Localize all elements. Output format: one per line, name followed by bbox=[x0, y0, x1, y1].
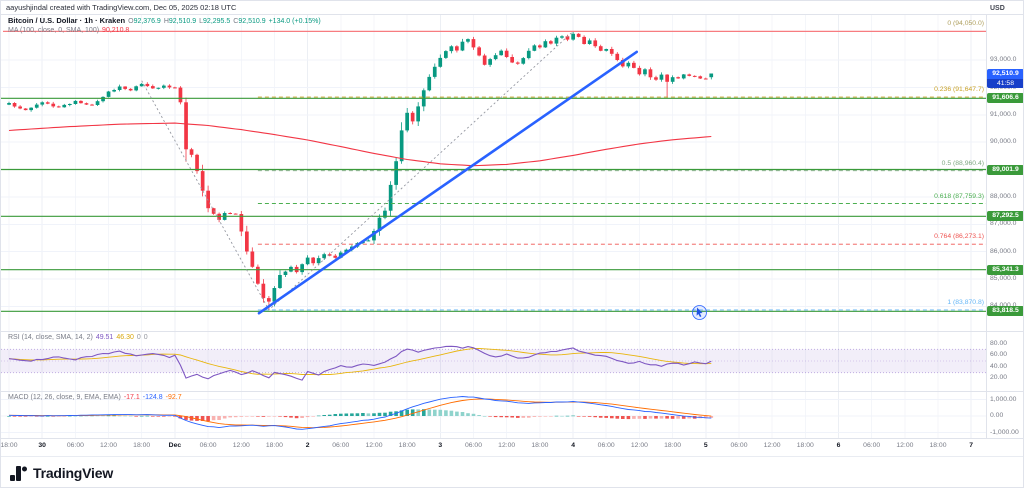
price-tick: 90,000.0 bbox=[990, 138, 1017, 146]
ma-label: MA (100, close, 0, SMA, 100) bbox=[8, 27, 100, 34]
macd-tick: 0.00 bbox=[990, 412, 1004, 419]
ohlc-pair: O92,376.9 bbox=[128, 18, 161, 25]
time-label: Dec bbox=[168, 442, 182, 449]
macd-value: -124.8 bbox=[142, 394, 163, 401]
time-label: 3 bbox=[438, 442, 443, 449]
time-label: 12:00 bbox=[498, 442, 516, 449]
price-tick: 84,000.0 bbox=[990, 302, 1016, 309]
time-label: 18:00 bbox=[796, 442, 814, 449]
macd-value: -92.7 bbox=[165, 394, 182, 401]
price-line-badge: 85,341.3 bbox=[987, 264, 1023, 275]
time-label: 12:00 bbox=[896, 442, 914, 449]
price-tick: 88,000.0 bbox=[990, 192, 1017, 200]
time-label: 18:00 bbox=[929, 442, 947, 449]
time-label: 06:00 bbox=[66, 442, 84, 449]
time-label: 6 bbox=[836, 442, 841, 449]
drawing-cursor-icon bbox=[691, 304, 708, 321]
time-label: 06:00 bbox=[863, 442, 881, 449]
ohlc-values: O92,376.9 H92,510.9 L92,295.5 C92,510.9 bbox=[125, 16, 265, 25]
time-label: 18:00 bbox=[265, 442, 283, 449]
rsi-tick: 80.00 bbox=[990, 339, 1008, 347]
time-label: 2 bbox=[305, 442, 310, 449]
rsi-legend[interactable]: RSI (14, close, SMA, 14, 2) 49.51 46.30 0 0 bbox=[8, 334, 148, 341]
macd-value: -17.1 bbox=[123, 394, 140, 401]
rsi-label: RSI (14, close, SMA, 14, 2) bbox=[8, 334, 93, 341]
chart-plot-svg[interactable] bbox=[1, 1, 1024, 443]
time-label: 7 bbox=[969, 442, 974, 449]
price-axis-currency: USD bbox=[990, 5, 1005, 12]
rsi-tick: 20.00 bbox=[990, 374, 1008, 382]
rsi-value: 46.30 bbox=[116, 334, 134, 341]
time-label: 4 bbox=[571, 442, 575, 449]
price-line-badge: 89,001.9 bbox=[987, 164, 1023, 175]
ma-value: 90,210.8 bbox=[102, 27, 130, 34]
macd-label: MACD (12, 26, close, 9, EMA, EMA) bbox=[8, 394, 121, 401]
time-label: 06:00 bbox=[332, 442, 350, 449]
time-label: 18:00 bbox=[133, 442, 151, 449]
time-label: 5 bbox=[703, 442, 708, 449]
time-label: 18:00 bbox=[0, 442, 18, 449]
ohlc-pair: C92,510.9 bbox=[233, 18, 266, 25]
current-price-badge: 92,510.9 41:58 bbox=[987, 68, 1023, 88]
price-tick: 91,000.0 bbox=[990, 110, 1017, 118]
ohlc-pair: H92,510.9 bbox=[163, 18, 197, 25]
ma-legend[interactable]: MA (100, close, 0, SMA, 100) 90,210.8 bbox=[8, 27, 129, 34]
price-axis[interactable]: USD 93,000.092,000.091,000.090,000.089,0… bbox=[987, 1, 1023, 456]
time-label: 06:00 bbox=[730, 442, 748, 449]
rsi-values: 49.51 46.30 0 0 bbox=[93, 334, 148, 341]
time-label: 06:00 bbox=[199, 442, 217, 449]
rsi-value: 49.51 bbox=[95, 334, 114, 341]
symbol-title: Bitcoin / U.S. Dollar · 1h · Kraken bbox=[8, 16, 126, 25]
time-label: 18:00 bbox=[531, 442, 549, 449]
rsi-tick: 40.00 bbox=[990, 362, 1008, 370]
price-line-badge: 87,292.5 bbox=[987, 211, 1023, 222]
rsi-value: 0 bbox=[143, 334, 148, 341]
time-label: 12:00 bbox=[232, 442, 250, 449]
time-label: 12:00 bbox=[630, 442, 648, 449]
tradingview-logo-icon[interactable] bbox=[10, 465, 27, 481]
time-label: 12:00 bbox=[99, 442, 117, 449]
price-tick: 85,000.0 bbox=[990, 275, 1017, 282]
footer: TradingView bbox=[1, 456, 1023, 487]
time-label: 12:00 bbox=[365, 442, 383, 449]
chart-canvas[interactable]: Bitcoin / U.S. Dollar · 1h · Kraken O92,3… bbox=[1, 1, 1024, 456]
time-label: 18:00 bbox=[664, 442, 682, 449]
time-label: 30 bbox=[38, 442, 46, 449]
price-line-badge: 83,818.5 bbox=[987, 306, 1023, 317]
macd-legend[interactable]: MACD (12, 26, close, 9, EMA, EMA) -17.1 -1… bbox=[8, 394, 182, 401]
price-tick: 86,000.0 bbox=[990, 247, 1017, 255]
tradingview-wordmark[interactable]: TradingView bbox=[33, 465, 114, 481]
time-axis[interactable]: 18:00 30 06:00 12:00 18:00 Dec 06:00 12:00 18:00… bbox=[1, 438, 986, 456]
ohlc-pair: L92,295.5 bbox=[199, 18, 231, 25]
price-tick: 87,000.0 bbox=[990, 220, 1017, 228]
time-label: 06:00 bbox=[464, 442, 482, 449]
price-line-badge: 91,606.6 bbox=[987, 93, 1023, 104]
attribution: aayushjindal created with TradingView.co… bbox=[6, 3, 237, 12]
price-tick: 93,000.0 bbox=[990, 56, 1017, 64]
time-label: 18:00 bbox=[398, 442, 416, 449]
time-label: 06:00 bbox=[597, 442, 615, 449]
macd-tick: 1,000.00 bbox=[990, 395, 1017, 403]
rsi-value: 0 bbox=[136, 334, 141, 341]
macd-values: -17.1 -124.8 -92.7 bbox=[121, 394, 182, 401]
change-value: +134.0 (+0.15%) bbox=[268, 18, 321, 25]
rsi-tick: 60.00 bbox=[990, 351, 1008, 359]
time-label: 12:00 bbox=[763, 442, 781, 449]
symbol-legend[interactable]: Bitcoin / U.S. Dollar · 1h · Kraken O92,3… bbox=[8, 16, 321, 25]
macd-tick: -1,000.00 bbox=[990, 428, 1019, 436]
